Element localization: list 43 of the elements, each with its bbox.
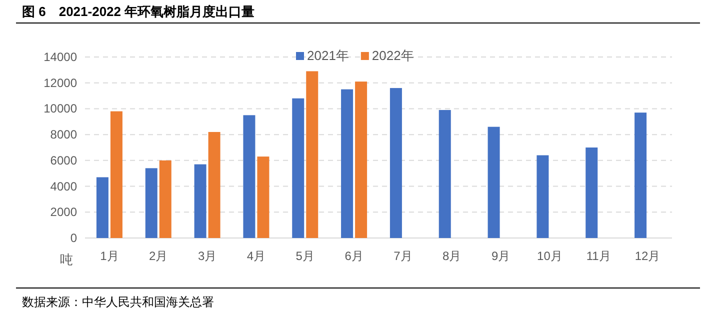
x-tick-label: 4月	[246, 249, 266, 263]
bar	[341, 89, 354, 238]
chart-title: 图 6 2021-2022 年环氧树脂月度出口量	[22, 4, 255, 19]
bar	[159, 160, 172, 238]
x-tick-label: 9月	[491, 249, 510, 263]
bar	[292, 98, 304, 238]
x-tick-label: 1月	[100, 249, 119, 263]
y-tick-label: 14000	[44, 50, 78, 64]
x-tick-label: 12月	[634, 249, 660, 263]
bar	[536, 155, 549, 238]
bar	[634, 112, 647, 238]
x-tick-label: 10月	[537, 249, 562, 263]
bar	[438, 110, 451, 238]
x-tick-label: 6月	[344, 249, 364, 263]
source-note: 数据来源：中华人民共和国海关总署	[22, 295, 214, 309]
y-tick-label: 12000	[44, 76, 78, 90]
bar	[306, 71, 318, 238]
legend-label: 2021年	[307, 48, 349, 63]
bar	[243, 115, 256, 238]
y-tick-label: 6000	[50, 153, 78, 168]
y-tick-label: 8000	[50, 128, 78, 142]
x-tick-label: 7月	[394, 249, 412, 263]
y-tick-label: 4000	[50, 179, 78, 194]
bar	[145, 168, 158, 238]
x-tick-label: 2月	[149, 249, 168, 263]
bar	[110, 111, 122, 238]
y-tick-label: 2000	[50, 205, 78, 220]
x-tick-label: 8月	[442, 249, 462, 263]
y-axis-title: 吨	[60, 252, 73, 267]
legend-label: 2022年	[372, 48, 414, 63]
y-tick-label: 0	[70, 231, 78, 245]
bar	[390, 88, 402, 238]
bar	[257, 156, 270, 238]
bar	[208, 132, 220, 238]
bar	[96, 177, 108, 238]
bar	[586, 148, 598, 238]
bar	[488, 126, 500, 238]
x-tick-label: 11月	[586, 249, 611, 263]
x-tick-label: 5月	[296, 249, 314, 263]
y-tick-label: 10000	[44, 102, 78, 116]
bar	[355, 82, 368, 238]
bar	[194, 164, 206, 238]
x-tick-label: 3月	[198, 249, 217, 263]
